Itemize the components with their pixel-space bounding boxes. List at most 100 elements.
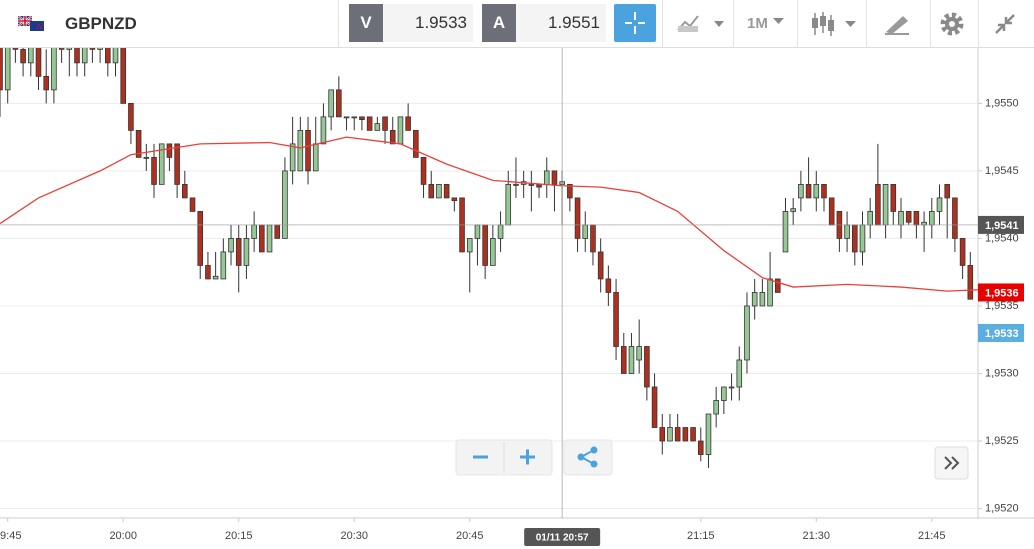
y-tick-label: 1,9545	[985, 165, 1019, 177]
candle-body	[798, 184, 804, 199]
candle-body	[667, 427, 673, 442]
candle-body	[651, 386, 658, 428]
candle-body	[574, 197, 581, 239]
candle-body	[543, 170, 550, 185]
candle-body	[659, 427, 666, 442]
x-tick-label: 20:15	[225, 530, 253, 542]
candle-body	[967, 265, 974, 300]
candle-body	[451, 197, 458, 202]
candle-body	[913, 211, 920, 226]
candle-body	[551, 170, 558, 185]
candle-body	[697, 440, 704, 455]
candle-body	[644, 346, 650, 388]
candle-body	[774, 278, 781, 293]
candle-body	[205, 265, 211, 280]
bid-price[interactable]: 1.9533	[383, 4, 473, 42]
candle-body	[0, 48, 3, 91]
bid-label: V	[349, 4, 383, 42]
indicator-button[interactable]	[676, 12, 726, 36]
settings-button[interactable]	[938, 10, 966, 38]
candle-body	[66, 48, 73, 50]
candle-body	[166, 143, 173, 158]
separator	[662, 0, 663, 47]
candle-body	[320, 116, 327, 145]
candle-body	[282, 170, 288, 239]
candle-body	[182, 184, 188, 199]
collapse-button[interactable]	[992, 12, 1018, 36]
price-marker-label: 1,9536	[985, 287, 1019, 299]
timeframe[interactable]: 1M	[747, 15, 768, 32]
candle-body	[590, 224, 596, 253]
candle-body	[158, 143, 165, 185]
candle-body	[628, 346, 635, 374]
zoom-in-button[interactable]	[520, 449, 535, 465]
candle-body	[374, 123, 381, 131]
candle-body	[420, 156, 427, 185]
candle-body	[751, 292, 758, 307]
candle-body	[251, 224, 257, 239]
flag-icon	[18, 16, 44, 31]
candle-body	[389, 129, 396, 145]
candle-body	[474, 224, 481, 239]
candle-body	[89, 48, 96, 50]
candle-body	[97, 48, 103, 50]
ask-price[interactable]: 1.9551	[516, 4, 606, 42]
candle-body	[143, 156, 150, 159]
candle-body	[259, 224, 265, 253]
candle-body	[466, 238, 473, 253]
ask-label: A	[482, 4, 516, 42]
share-button[interactable]	[577, 446, 598, 468]
candle-body	[905, 211, 912, 223]
candle-body	[366, 116, 373, 131]
candle-body	[528, 184, 535, 186]
price-marker	[978, 323, 1024, 342]
chart-type-button[interactable]	[810, 10, 860, 38]
candle-body	[767, 278, 773, 307]
draw-button[interactable]	[883, 12, 911, 36]
candle-body	[790, 208, 796, 212]
candle-body	[567, 184, 573, 199]
candle-body	[929, 211, 935, 226]
candle-body	[12, 48, 19, 50]
y-tick-label: 1,9525	[985, 435, 1019, 447]
candle-body	[852, 224, 858, 253]
candle-body	[4, 48, 11, 91]
separator	[797, 0, 798, 47]
candle-body	[736, 359, 743, 388]
candle-body	[805, 184, 812, 199]
candle-body	[120, 48, 126, 104]
candle-body	[243, 238, 250, 266]
toolbar: GBPNZD V 1.9533 A 1.9551 1M	[0, 0, 1034, 48]
crosshair-button[interactable]	[614, 4, 656, 42]
candle-body	[936, 197, 943, 212]
candle-body	[189, 197, 196, 212]
candle-body	[867, 211, 873, 226]
candle-body	[713, 400, 719, 415]
candle-body	[212, 275, 219, 280]
crosshair-price-label: 1,9541	[985, 220, 1019, 232]
candle-body	[813, 184, 820, 199]
candle-body	[898, 211, 904, 226]
share-panel	[563, 439, 613, 476]
candle-body	[744, 305, 750, 361]
candle-body	[382, 116, 388, 131]
candle-body	[405, 116, 411, 131]
candle-body	[828, 197, 835, 226]
candle-body	[636, 346, 642, 361]
candle-body	[20, 48, 26, 64]
candle-body	[174, 143, 180, 185]
candle-body	[397, 116, 404, 145]
crosshair-time-label: 01/11 20:57	[536, 533, 589, 544]
candle-body	[821, 184, 827, 199]
crosshair-price-box	[978, 215, 1024, 234]
candle-body	[289, 143, 296, 172]
crosshair-time-box	[524, 528, 601, 546]
candle-body	[228, 238, 234, 253]
candle-body	[875, 184, 881, 226]
candle-body	[74, 48, 80, 64]
x-tick-label: 21:15	[687, 530, 715, 542]
candle-body	[428, 184, 435, 199]
candle-body	[482, 224, 488, 266]
